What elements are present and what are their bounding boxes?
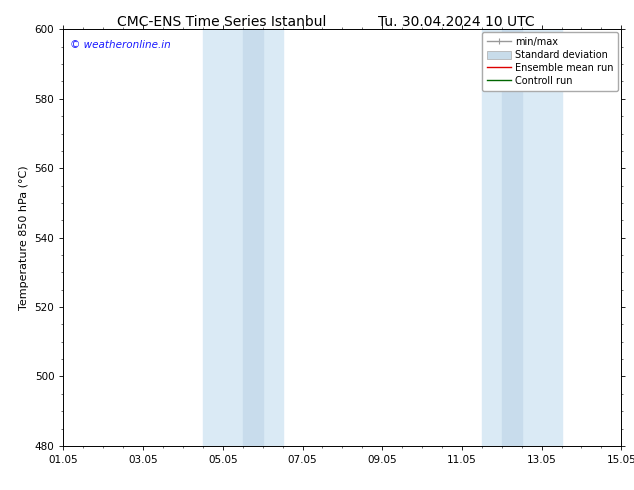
Text: © weatheronline.in: © weatheronline.in (70, 40, 171, 50)
Bar (243, 29, 262, 446)
Bar (482, 29, 562, 446)
Bar (501, 29, 522, 446)
Y-axis label: Temperature 850 hPa (°C): Temperature 850 hPa (°C) (19, 165, 29, 310)
Text: Tu. 30.04.2024 10 UTC: Tu. 30.04.2024 10 UTC (378, 15, 535, 29)
Legend: min/max, Standard deviation, Ensemble mean run, Controll run: min/max, Standard deviation, Ensemble me… (482, 32, 618, 91)
Text: CMC-ENS Time Series Istanbul: CMC-ENS Time Series Istanbul (117, 15, 327, 29)
Bar (203, 29, 283, 446)
